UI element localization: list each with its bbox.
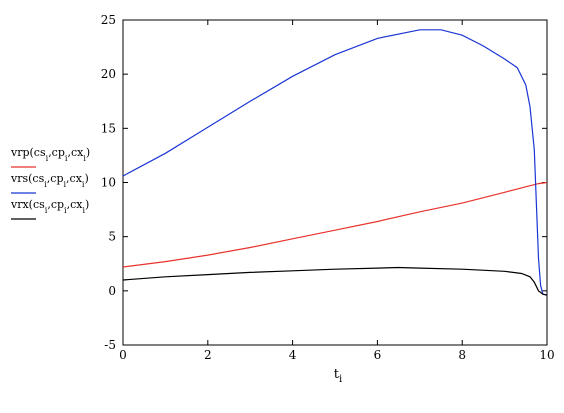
x-tick-label: 2 xyxy=(204,348,212,362)
x-tick-label: 8 xyxy=(458,348,466,362)
y-tick-label: 5 xyxy=(108,230,116,244)
y-tick-label: 15 xyxy=(101,121,116,135)
x-tick-label: 10 xyxy=(539,348,554,362)
series-line-1 xyxy=(122,181,548,268)
series-group xyxy=(122,29,548,296)
x-axis-label: ti xyxy=(334,367,342,385)
legend-label-1: vrp(csi,cpi,cxi) xyxy=(10,146,90,163)
y-tick-label: 10 xyxy=(101,176,116,190)
x-tick-label: 0 xyxy=(119,348,127,362)
legend-label-3: vrx(csi,cpi,cxi) xyxy=(10,198,89,215)
y-tick-label: 20 xyxy=(101,67,116,81)
series-line-3 xyxy=(122,266,548,296)
plot-frame-group xyxy=(122,19,548,346)
y-tick-label: 0 xyxy=(108,284,116,298)
y-tick-label: -5 xyxy=(104,338,116,352)
x-tick-label: 4 xyxy=(289,348,297,362)
x-tick-label: 6 xyxy=(374,348,382,362)
plot-frame xyxy=(122,19,548,346)
series-line-2 xyxy=(122,29,548,296)
legend: vrp(csi,cpi,cxi) vrs(csi,cpi,cxi) vrx(csi,… xyxy=(10,146,90,220)
legend-label-2: vrs(csi,cpi,cxi) xyxy=(10,172,89,189)
y-tick-label: 25 xyxy=(101,13,116,27)
